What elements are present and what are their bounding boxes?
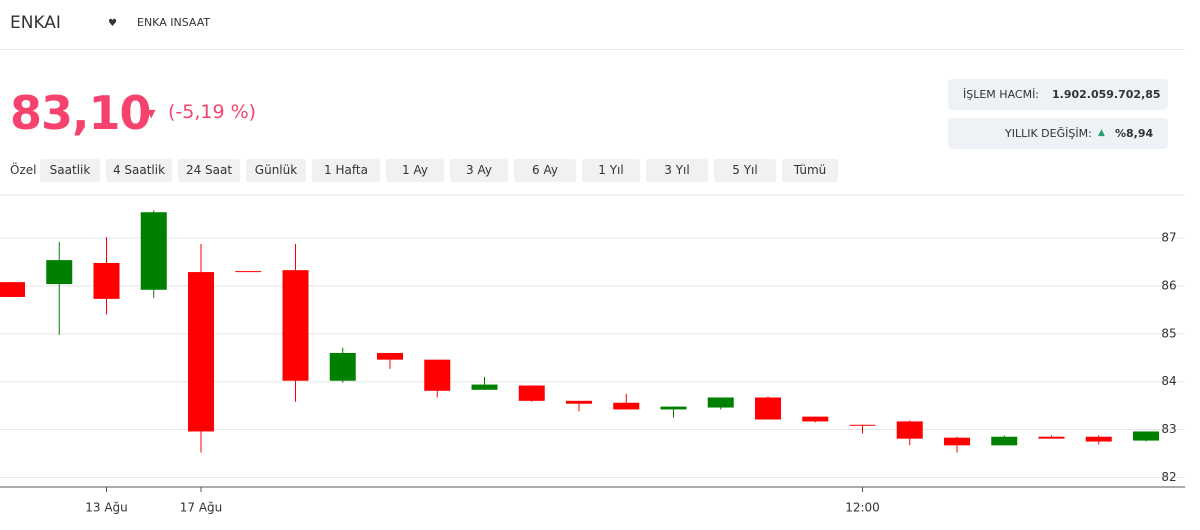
- candle-body: [424, 359, 451, 391]
- candle-body: [329, 352, 356, 381]
- y-tick-label: 87: [1161, 231, 1176, 245]
- candle-body: [1085, 436, 1112, 442]
- candle-body: [377, 352, 403, 360]
- x-tick-label: 17 Ağu: [180, 501, 223, 515]
- candle-body: [46, 260, 73, 285]
- y-tick-label: 85: [1161, 326, 1176, 340]
- x-tick-label: 12:00: [845, 501, 880, 515]
- candle-body: [660, 406, 687, 410]
- up-icon: ▲: [1098, 128, 1105, 138]
- candle-body: [140, 212, 167, 290]
- candle-body: [518, 385, 545, 401]
- candle-body: [896, 421, 923, 439]
- range-tab[interactable]: 24 Saat: [178, 159, 240, 182]
- candle-body: [0, 282, 25, 297]
- chart: 82 83 84 85 86 87 13 Ağu 17 Ağu 12:00: [0, 194, 1185, 515]
- candle-body: [93, 262, 120, 299]
- stat-label: YILLIK DEĞİŞİM:: [1005, 127, 1092, 140]
- dropdown-icon[interactable]: ♥: [108, 18, 117, 29]
- range-tab[interactable]: 3 Ay: [450, 159, 508, 182]
- range-tab[interactable]: 6 Ay: [514, 159, 576, 182]
- last-price: 83,10: [10, 86, 152, 140]
- stat-value: 1.902.059.702,85: [1052, 88, 1161, 101]
- y-tick-label: 83: [1161, 422, 1176, 436]
- range-tab[interactable]: Saatlik: [40, 159, 100, 182]
- range-tab[interactable]: 1 Yıl: [582, 159, 640, 182]
- range-tab[interactable]: 1 Hafta: [312, 159, 380, 182]
- divider: [0, 49, 1185, 50]
- y-tick-label: 84: [1161, 374, 1176, 388]
- company-name: ENKA INSAAT: [137, 16, 211, 29]
- candle-body: [235, 271, 262, 273]
- candle-body: [991, 436, 1018, 446]
- volume-box: İŞLEM HACMİ: 1.902.059.702,85: [948, 79, 1168, 110]
- range-tab[interactable]: Tümü: [782, 159, 838, 182]
- price-change: (-5,19 %): [168, 101, 257, 123]
- x-tick-label: 13 Ağu: [85, 501, 128, 515]
- range-tab[interactable]: Günlük: [246, 159, 306, 182]
- candle-body: [802, 416, 829, 422]
- symbol: ENKAI: [10, 13, 61, 33]
- y-tick-label: 86: [1161, 278, 1176, 292]
- stat-value: %8,94: [1115, 127, 1154, 140]
- candle-body: [188, 272, 214, 432]
- candle-body: [755, 397, 781, 420]
- candle-body: [1133, 431, 1159, 441]
- yearly-box: YILLIK DEĞİŞİM: ▲ %8,94: [948, 118, 1168, 149]
- range-tab[interactable]: 4 Saatlik: [106, 159, 172, 182]
- candle-body: [849, 424, 876, 426]
- stat-label: İŞLEM HACMİ:: [963, 88, 1040, 101]
- candle-body: [944, 437, 970, 446]
- candle-body: [282, 270, 309, 381]
- candle-body: [471, 384, 498, 390]
- range-tab[interactable]: 1 Ay: [386, 159, 444, 182]
- candle-body: [1038, 436, 1065, 439]
- tab-bar: Özel Saatlik 4 Saatlik 24 Saat Günlük 1 Hafta…: [10, 159, 838, 182]
- candle-body: [707, 397, 734, 408]
- y-tick-label: 82: [1161, 470, 1176, 484]
- range-tab[interactable]: 5 Yıl: [714, 159, 776, 182]
- range-tab[interactable]: Özel: [10, 163, 37, 177]
- candle-body: [566, 400, 592, 404]
- down-caret: ▼: [147, 107, 156, 120]
- range-tab[interactable]: 3 Yıl: [646, 159, 708, 182]
- candle-body: [613, 402, 640, 410]
